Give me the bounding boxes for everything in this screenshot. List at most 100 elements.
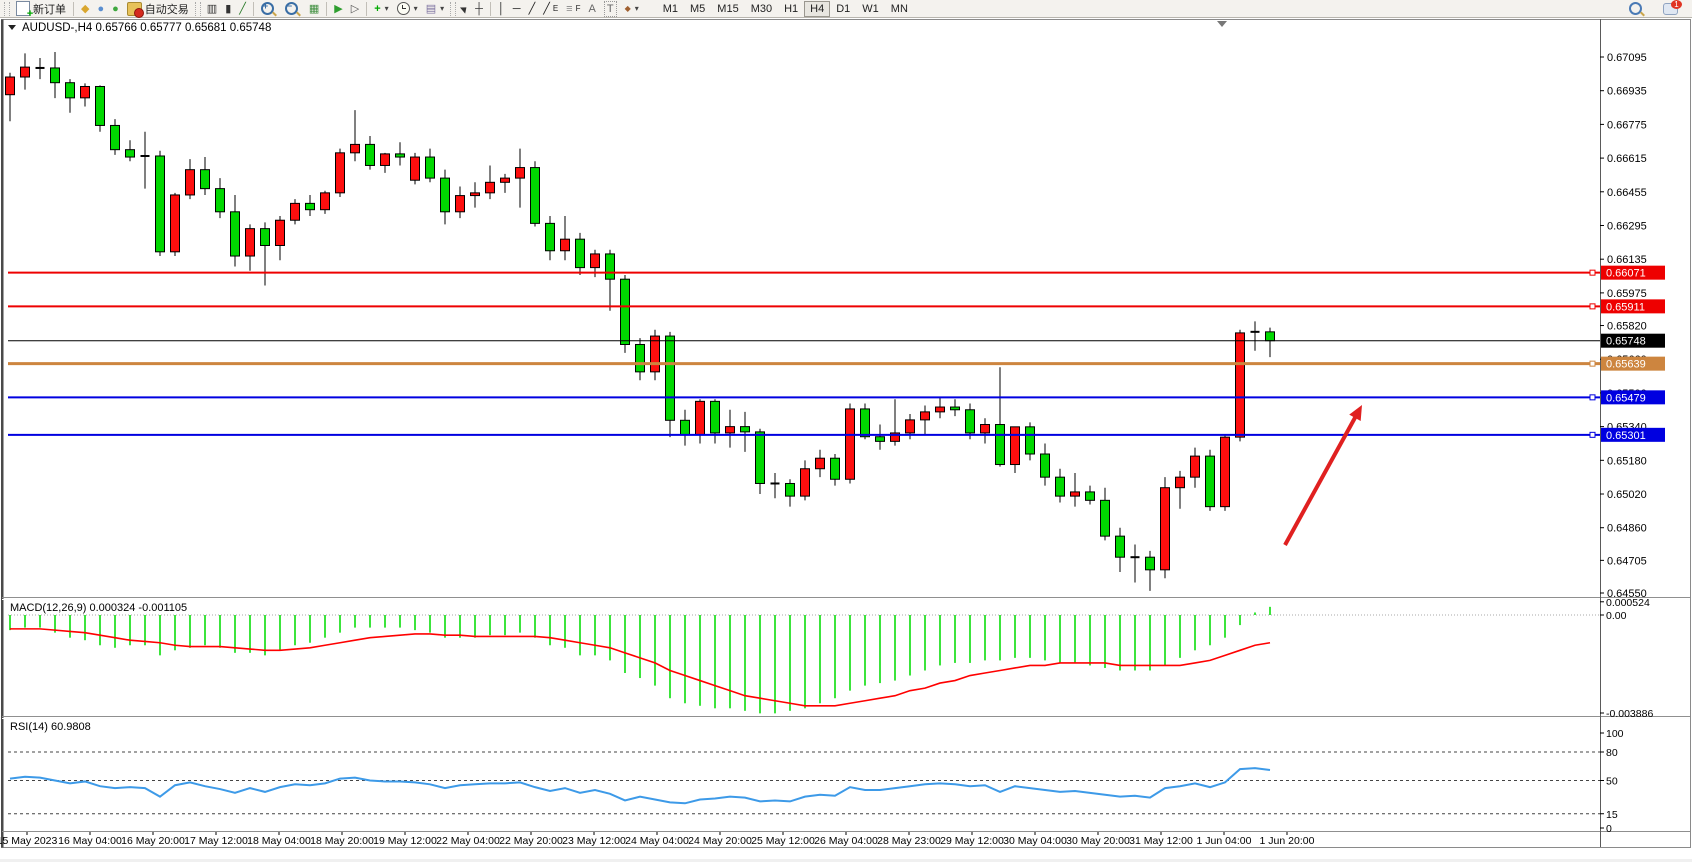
crosshair-button[interactable]: ┼ [471,1,487,17]
line-handle[interactable] [1589,431,1596,438]
new-order-icon: + [16,1,33,20]
svg-text:0.66455: 0.66455 [1607,187,1647,199]
svg-text:0.65975: 0.65975 [1607,288,1647,300]
svg-text:31 May 12:00: 31 May 12:00 [1129,835,1193,847]
bar-chart-button[interactable]: ▥ [203,1,221,17]
price-chart[interactable]: 0.67095 0.66935 0.66775 0.66615 0.66455 0.662… [0,18,1692,859]
svg-text:18 May 20:00: 18 May 20:00 [310,835,374,847]
horizontal-line-button[interactable]: ─ [509,1,525,17]
periods-button[interactable]: ▾ [393,1,422,17]
timeframe-button-M5[interactable]: M5 [684,1,711,17]
svg-text:0.65911: 0.65911 [1606,301,1645,313]
chat-button[interactable]: 1 [1659,0,1682,17]
text-label-icon: T [603,0,617,17]
timeframe-button-M15[interactable]: M15 [711,1,744,17]
auto-trading-button[interactable]: 自动交易 [123,1,193,18]
trendline-icon: ╱ [528,2,536,15]
chevron-down-icon: ▾ [440,4,445,13]
price-label-badge [1601,333,1665,348]
macd-signal-line [10,628,1271,707]
svg-text:22 May 04:00: 22 May 04:00 [436,835,500,847]
fibonacci-button[interactable]: ≡ F [562,1,584,17]
svg-text:24 May 04:00: 24 May 04:00 [625,835,689,847]
price-label-badge [1601,427,1665,442]
equidistant-channel-button[interactable]: ╱ E [539,1,562,17]
svg-text:19 May 12:00: 19 May 12:00 [373,835,437,847]
timeframe-button-M30[interactable]: M30 [745,1,778,17]
chat-icon: 1 [1663,0,1682,15]
trendline-button[interactable]: ╱ [525,1,540,17]
timeframe-toolbar: M1 M5 M15 M30 H1 H4 D1 W1 MN [657,0,914,17]
arrows-icon: ◆ [624,3,631,13]
svg-text:80: 80 [1606,747,1618,759]
timeframe-button-H4[interactable]: H4 [804,0,831,17]
toolbar-grip[interactable] [450,1,457,16]
timeframe-button-H1[interactable]: H1 [778,1,804,17]
toolbar-grip[interactable] [4,1,10,16]
line-handle[interactable] [1589,303,1596,310]
chart-shift-button[interactable]: ▷ [347,1,363,17]
horizontal-line-icon: ─ [512,2,521,15]
annotation-arrow[interactable] [1283,405,1362,546]
chart-window[interactable]: 0.67095 0.66935 0.66775 0.66615 0.66455 0.662… [0,18,1692,859]
cursor-icon [460,3,470,14]
svg-text:1 Jun 20:00: 1 Jun 20:00 [1260,835,1315,847]
svg-text:30 May 20:00: 30 May 20:00 [1066,835,1130,847]
profiles-button[interactable]: ◆ [77,1,93,17]
svg-text:0.66615: 0.66615 [1607,153,1647,165]
time-axis[interactable]: 15 May 2023 16 May 04:00 16 May 20:00 17 Ma… [0,832,1315,847]
indicators-button[interactable]: + ▾ [370,1,392,17]
svg-text:0.66135: 0.66135 [1607,254,1647,266]
auto-scroll-button[interactable]: ▶ [330,1,346,17]
timeframe-button-M1[interactable]: M1 [657,1,684,17]
tile-windows-icon: ▦ [308,2,320,15]
toolbar-grip[interactable] [194,1,201,16]
chart-title: AUDUSD-,H4 0.65766 0.65777 0.65681 0.657… [8,22,271,34]
svg-text:AUDUSD-,H4 0.65766 0.65777 0.: AUDUSD-,H4 0.65766 0.65777 0.65681 0.657… [22,22,271,34]
text-label-button[interactable]: T [600,0,621,17]
timeframe-button-W1[interactable]: W1 [856,1,885,17]
svg-text:0.66295: 0.66295 [1607,220,1647,232]
zoom-out-button[interactable]: − [281,1,305,17]
svg-text:0.64705: 0.64705 [1607,555,1647,567]
vertical-line-button[interactable]: │ [494,1,509,17]
signals-button[interactable]: ● [108,1,123,17]
line-handle[interactable] [1589,394,1596,401]
text-tool-button[interactable]: A [584,1,599,17]
new-order-button[interactable]: + 新订单 [12,1,70,20]
timeframe-button-MN[interactable]: MN [885,1,914,17]
rsi-line [9,767,1271,805]
symbol-dropdown-icon[interactable] [8,25,16,30]
timeframe-button-D1[interactable]: D1 [830,1,856,17]
price-lines-layer[interactable]: 0.66071 0.65911 0.65748 0.65639 0.65479 0.653… [8,265,1665,442]
line-handle[interactable] [1589,360,1596,367]
indicators-icon: + [374,2,381,15]
bar-chart-icon: ▥ [206,2,218,15]
svg-text:28 May 23:00: 28 May 23:00 [877,835,941,847]
line-handle[interactable] [1589,269,1596,276]
search-button[interactable] [1625,1,1649,17]
clock-icon [396,2,410,15]
new-order-label: 新订单 [33,3,66,16]
metaeditor-button[interactable]: ● [93,1,108,17]
tile-windows-button[interactable]: ▦ [305,1,323,17]
zoom-in-button[interactable]: + [257,1,281,17]
chart-shift-marker[interactable] [1217,21,1227,27]
separator [326,1,328,16]
fibonacci-icon: ≡ [566,2,573,15]
templates-button[interactable]: ▤ ▾ [422,1,448,17]
channel-sub-label: E [552,4,559,13]
svg-text:17 May 12:00: 17 May 12:00 [184,835,248,847]
svg-text:16 May 04:00: 16 May 04:00 [58,835,122,847]
svg-text:0.66071: 0.66071 [1606,268,1646,280]
svg-text:-0.003886: -0.003886 [1606,708,1653,720]
line-chart-button[interactable]: ╱ [235,1,250,17]
price-label-badge [1601,265,1665,280]
candlestick-chart-button[interactable]: ▮ [221,1,235,17]
macd-pane: MACD(12,26,9) 0.000324 -0.001105 0.000524… [8,597,1653,720]
cursor-button[interactable] [458,1,471,17]
svg-text:15 May 2023: 15 May 2023 [0,835,58,847]
chevron-down-icon: ▾ [384,4,389,13]
svg-text:0.65180: 0.65180 [1607,455,1647,467]
arrows-button[interactable]: ◆ ▾ [621,1,643,17]
